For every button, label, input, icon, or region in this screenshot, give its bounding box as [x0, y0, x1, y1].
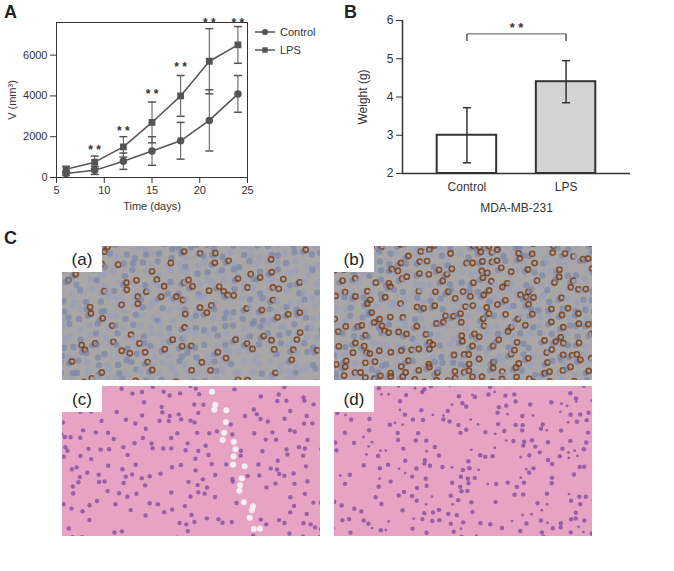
svg-text:Time (days): Time (days)	[123, 200, 181, 212]
html-text:C: C	[4, 228, 17, 248]
svg-text:15: 15	[146, 184, 158, 196]
svg-text:(c): (c)	[72, 390, 92, 409]
svg-text:(d): (d)	[344, 390, 365, 409]
svg-text:Control: Control	[448, 180, 487, 194]
svg-text:0: 0	[41, 171, 47, 183]
svg-text:LPS: LPS	[555, 180, 578, 194]
svg-text:(b): (b)	[344, 250, 365, 269]
svg-text:2: 2	[387, 166, 394, 180]
svg-text:(a): (a)	[72, 250, 93, 269]
svg-text:4000: 4000	[23, 89, 47, 101]
svg-text:10: 10	[98, 184, 110, 196]
html-text:A: A	[4, 2, 17, 22]
svg-text:MDA-MB-231: MDA-MB-231	[480, 201, 553, 215]
svg-text:Control: Control	[280, 26, 315, 38]
svg-text:* *: * *	[510, 20, 525, 35]
svg-text:4: 4	[387, 90, 394, 104]
svg-text:* *: * *	[117, 124, 130, 138]
svg-text:5: 5	[53, 184, 59, 196]
svg-text:25: 25	[241, 184, 253, 196]
svg-text:20: 20	[194, 184, 206, 196]
html-text:B: B	[344, 2, 357, 22]
svg-text:LPS: LPS	[280, 44, 301, 56]
svg-text:6: 6	[387, 13, 394, 27]
svg-text:* *: * *	[203, 16, 216, 30]
svg-text:* *: * *	[232, 16, 245, 30]
svg-text:* *: * *	[174, 60, 187, 74]
svg-text:5: 5	[387, 52, 394, 66]
svg-text:* *: * *	[146, 87, 159, 101]
svg-text:V (mm³): V (mm³)	[6, 80, 18, 120]
svg-text:Weight (g): Weight (g)	[356, 69, 370, 124]
svg-text:6000: 6000	[23, 49, 47, 61]
svg-text:2000: 2000	[23, 130, 47, 142]
svg-text:* *: * *	[88, 143, 101, 157]
svg-text:3: 3	[387, 128, 394, 142]
